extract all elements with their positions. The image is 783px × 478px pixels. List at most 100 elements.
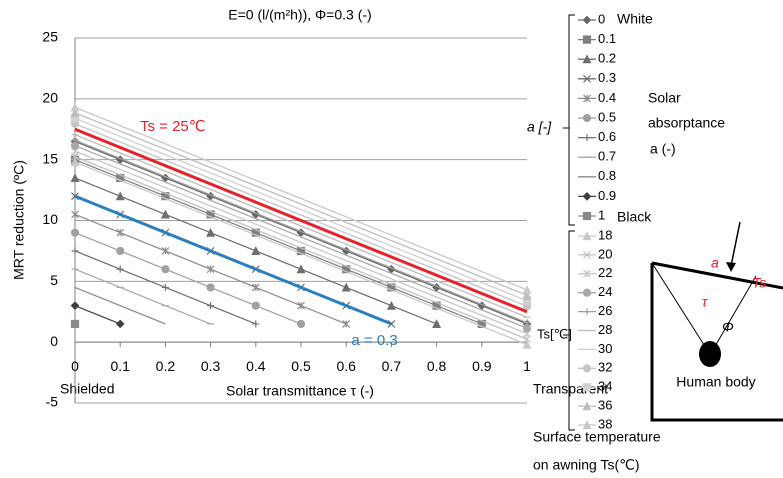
awning-diagram: a Ts τ Φ Human body: [650, 221, 783, 422]
legend-label: 0.4: [598, 90, 616, 105]
data-point: [206, 283, 215, 292]
legend-marker: [582, 383, 592, 392]
diagram-label: Ts: [752, 275, 766, 291]
x-tick-label: 0.4: [246, 358, 266, 374]
series-line: [74, 139, 528, 324]
legend-label: 18: [598, 227, 612, 242]
legend-marker: [582, 288, 592, 297]
series-line: [74, 161, 528, 346]
legend-note: Solar: [648, 90, 681, 106]
legend-note: Black: [617, 209, 652, 225]
legend-label: 0.3: [598, 70, 616, 85]
awning-frame: [650, 261, 783, 422]
x-tick-label: 0.1: [110, 358, 130, 374]
legend-label: 1: [598, 207, 605, 222]
view-lines: [651, 262, 757, 349]
x-tick-label: 0: [71, 358, 79, 374]
legend-marker: [583, 74, 591, 83]
data-point: [71, 247, 79, 255]
legend-label: 0.2: [598, 51, 616, 66]
diagram-label: Human body: [676, 374, 755, 390]
data-point: [207, 302, 215, 310]
series-line: [74, 156, 528, 340]
series-line: [74, 150, 528, 335]
y-tick-label: 10: [42, 211, 58, 227]
legend-note: White: [617, 11, 653, 27]
series-line: [74, 145, 528, 329]
legend-marker: [582, 364, 592, 373]
x-axis-label: Solar transmittance τ (-): [226, 383, 374, 399]
legend-bracket: [563, 14, 575, 226]
data-point: [252, 320, 260, 328]
legend-marker: [582, 420, 592, 430]
legend-label: 30: [598, 341, 612, 356]
legend-marker: [582, 231, 592, 241]
series-line: [74, 112, 528, 296]
legend-label: 28: [598, 322, 612, 337]
legend-marker: [582, 35, 592, 44]
highlight-line: [74, 194, 392, 326]
caption: on awning Ts(℃): [533, 457, 640, 473]
series-line: [74, 123, 528, 307]
data-point: [161, 265, 170, 274]
legend-marker: [582, 54, 592, 64]
series-line: [74, 159, 483, 325]
legend-label: 0.1: [598, 31, 616, 46]
x-tick-label: 0.6: [336, 358, 356, 374]
legend-marker: [582, 211, 592, 221]
series-line: [74, 117, 528, 302]
legend-label: 0.7: [598, 149, 616, 164]
legend-label: 38: [598, 416, 612, 431]
sun-arrow: [730, 221, 741, 267]
data-point: [341, 282, 351, 292]
data-point: [251, 283, 260, 292]
annotation: Ts = 25℃: [140, 118, 206, 135]
legend-marker: [583, 269, 591, 278]
data-point: [70, 319, 80, 329]
data-point: [522, 285, 532, 294]
series-line: [74, 106, 528, 291]
legend-marker: [582, 192, 592, 201]
y-tick-label: 5: [50, 272, 58, 288]
x-tick-label: 0.3: [201, 358, 221, 374]
arrow-head: [726, 262, 736, 272]
data-point: [522, 339, 532, 349]
legend-marker: [583, 94, 591, 103]
data-point: [71, 136, 79, 144]
data-point: [161, 246, 170, 255]
data-point: [115, 319, 125, 329]
legend-label: 20: [598, 246, 612, 261]
x-tick-label: 0.2: [156, 358, 176, 374]
legend-marker: [583, 134, 591, 142]
data-point: [206, 227, 216, 237]
data-point: [206, 265, 215, 274]
series-line: [74, 268, 211, 325]
y-tick-label: -5: [46, 394, 59, 410]
data-point: [70, 301, 80, 311]
data-point: [386, 300, 396, 310]
data-point: [160, 209, 170, 219]
caption: Surface temperature: [533, 429, 661, 445]
legend-label: 36: [598, 398, 612, 413]
y-tick-label: 25: [42, 29, 58, 45]
legend-title: Ts[℃]: [537, 326, 572, 341]
data-point: [70, 102, 80, 112]
legend-label: 0.8: [598, 168, 616, 183]
legend-marker: [582, 15, 592, 25]
diagram-label: τ: [702, 294, 708, 310]
data-point: [70, 157, 80, 167]
legend-marker: [583, 308, 591, 316]
data-point: [523, 319, 531, 327]
x-tick-label: 0.9: [472, 358, 492, 374]
legend-marker: [583, 250, 591, 259]
data-point: [296, 319, 306, 329]
legend-label: 0.6: [598, 129, 616, 144]
data-point: [161, 283, 169, 291]
data-point: [70, 228, 80, 237]
legend-note: absorptance: [648, 115, 725, 131]
data-point: [251, 246, 261, 256]
y-tick-label: 15: [42, 150, 58, 166]
legend-marker: [582, 401, 592, 411]
data-point: [522, 290, 532, 300]
data-point: [116, 228, 125, 237]
